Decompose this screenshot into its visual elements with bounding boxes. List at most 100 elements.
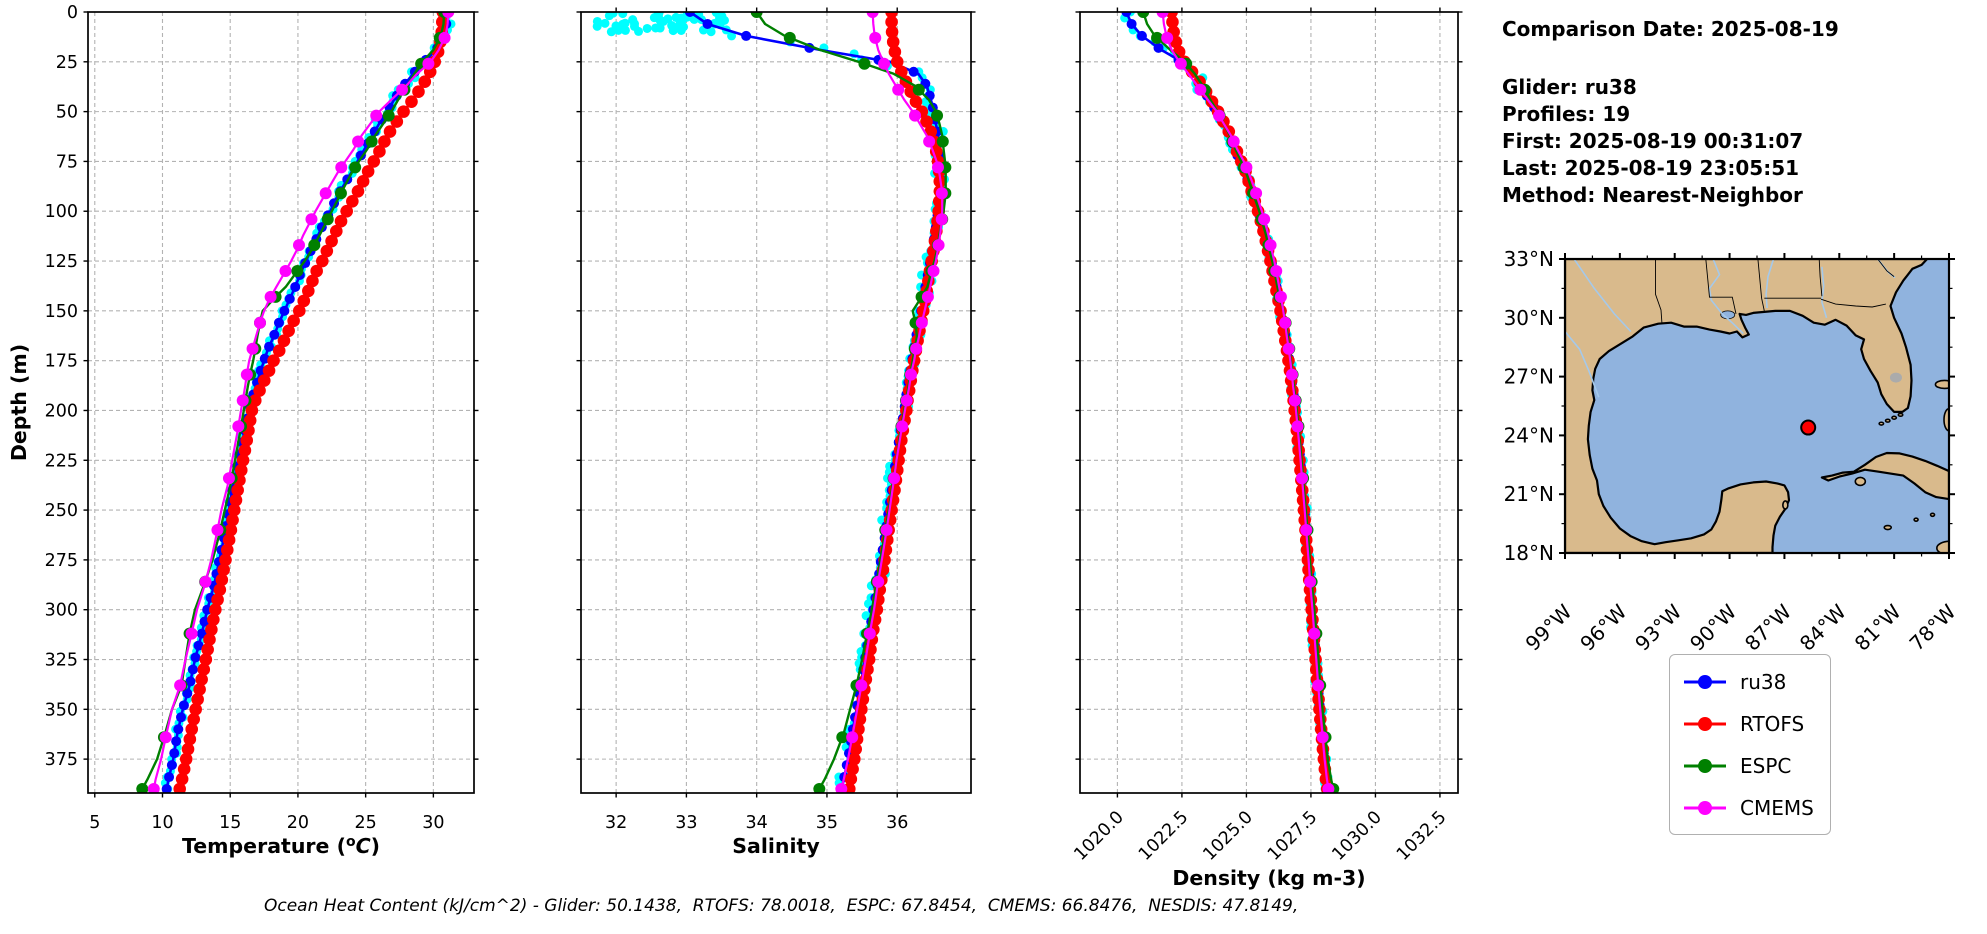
legend-label: CMEMS (1740, 795, 1814, 820)
map-lon-tick-label: 90°W (1685, 599, 1741, 655)
map-lake-okeechobee (1889, 372, 1902, 383)
profiles-count-text: Profiles: 19 (1502, 102, 1631, 126)
last-profile-time-text: Last: 2025-08-19 23:05:51 (1502, 156, 1800, 180)
x-tick-label: 1025.0 (1200, 807, 1257, 864)
temperature-plot: 5 10 15 20 25 3002550751001251501752002252502… (7, 3, 479, 858)
temperature-series-CMEMS (147, 12, 455, 793)
y-axis-label: Depth (m) (7, 344, 31, 461)
density-series-layer (1120, 12, 1340, 793)
map-island (1897, 412, 1904, 418)
x-tick-label: 35 (816, 813, 838, 833)
map-island (1878, 421, 1885, 426)
glider-name-text: Glider: ru38 (1502, 75, 1637, 99)
density-ticks (1075, 7, 1463, 798)
y-tick-label: 175 (45, 352, 78, 372)
y-tick-label: 50 (56, 103, 78, 123)
density-plot: 1020.0 1022.5 1025.0 1027.5 1030.0 1032.5 Dens… (1071, 7, 1463, 890)
temperature-series-ESPC (136, 12, 451, 793)
y-tick-label: 375 (45, 750, 78, 770)
method-text: Method: Nearest-Neighbor (1502, 183, 1803, 207)
salinity-series-CMEMS (835, 12, 948, 793)
glider-position-marker (1800, 419, 1817, 436)
map-island (1891, 415, 1898, 420)
density-series-RTOFS (1165, 12, 1334, 793)
y-tick-label: 0 (67, 3, 78, 23)
x-tick-label: 1027.5 (1264, 807, 1321, 864)
map-lat-tick-label: 30°N (1504, 306, 1554, 330)
salinity-series-glider-raw-scatter (592, 12, 949, 793)
y-tick-label: 200 (45, 401, 78, 421)
y-tick-label: 350 (45, 700, 78, 720)
map-lon-tick-label: 93°W (1630, 599, 1686, 655)
y-tick-label: 325 (45, 651, 78, 671)
x-axis-label: Salinity (732, 834, 819, 858)
map-river (1821, 266, 1828, 319)
x-tick-label: 34 (746, 813, 768, 833)
legend-line-marker-icon (1684, 674, 1726, 689)
x-tick-label: 5 (89, 813, 100, 833)
legend: ru38 RTOFS ESPC CMEMS (1669, 654, 1831, 835)
salinity-series-layer (592, 12, 952, 793)
map-island (1943, 407, 1949, 432)
map-state-border (1757, 259, 1765, 311)
legend-item-ESPC: ESPC (1682, 749, 1814, 782)
map-lat-tick-label: 24°N (1504, 423, 1554, 447)
map-lat-tick-label: 27°N (1504, 365, 1554, 389)
info-spacer (1502, 43, 1839, 74)
legend-label: ESPC (1740, 753, 1792, 778)
temperature-series-layer (136, 12, 456, 793)
map-lon-tick-label: 96°W (1575, 599, 1631, 655)
y-tick-label: 75 (56, 152, 78, 172)
legend-line-marker-icon (1684, 800, 1726, 815)
temperature-ticks (83, 11, 479, 798)
comparison-date-text: Comparison Date: 2025-08-19 (1502, 17, 1839, 41)
gulf-of-mexico-map: 33°N 30°N 27°N 24°N 21°N 18°N 99°W96°W93°W90°W… (1504, 247, 1961, 656)
density-series-ESPC (1137, 12, 1340, 793)
map-state-border (1818, 259, 1823, 297)
map-lon-tick-label: 99°W (1521, 599, 1577, 655)
x-tick-label: 10 (151, 813, 173, 833)
map-lon-tick-label: 84°W (1795, 599, 1851, 655)
y-tick-label: 225 (45, 451, 78, 471)
legend-item-RTOFS: RTOFS (1682, 707, 1814, 740)
map-river (1573, 259, 1632, 333)
y-tick-label: 125 (45, 252, 78, 272)
y-tick-label: 275 (45, 551, 78, 571)
map-lon-tick-label: 87°W (1740, 599, 1796, 655)
map-lat-tick-label: 33°N (1504, 247, 1554, 271)
temperature-grid (88, 11, 474, 793)
map-island (1913, 517, 1919, 522)
legend-label: ru38 (1740, 669, 1787, 694)
x-tick-label: 33 (675, 813, 697, 833)
map-river (1565, 330, 1600, 398)
x-axis-label: Density (kg m-3) (1172, 866, 1365, 890)
salinity-plot: 32 33 34 35 36 Salinity (576, 7, 976, 858)
map-lat-tick-label: 18°N (1504, 541, 1554, 565)
x-tick-label: 30 (422, 813, 444, 833)
map-island (1929, 512, 1936, 518)
map-lon-tick-label: 81°W (1850, 599, 1906, 655)
x-tick-label: 1032.5 (1393, 807, 1450, 864)
map-land-layer (1565, 259, 1949, 553)
x-tick-label: 20 (287, 813, 309, 833)
x-axis-label: Temperature (oC) (182, 834, 380, 858)
y-tick-label: 250 (45, 501, 78, 521)
y-tick-label: 150 (45, 302, 78, 322)
map-island (1936, 540, 1949, 553)
x-tick-label: 1020.0 (1071, 807, 1128, 864)
map-state-border (1655, 259, 1663, 323)
density-series-CMEMS (1156, 12, 1335, 793)
map-island (1934, 379, 1949, 390)
x-tick-label: 1030.0 (1329, 807, 1386, 864)
map-river (1708, 259, 1744, 335)
first-profile-time-text: First: 2025-08-19 00:31:07 (1502, 129, 1804, 153)
map-island (1883, 524, 1893, 531)
temperature-series-RTOFS (173, 12, 450, 793)
legend-item-CMEMS: CMEMS (1682, 791, 1814, 824)
info-panel: Comparison Date: 2025-08-19 Glider: ru38… (1502, 16, 1839, 209)
y-tick-label: 300 (45, 601, 78, 621)
map-mainland (1565, 259, 1929, 553)
salinity-grid (581, 11, 971, 793)
x-tick-label: 32 (605, 813, 627, 833)
